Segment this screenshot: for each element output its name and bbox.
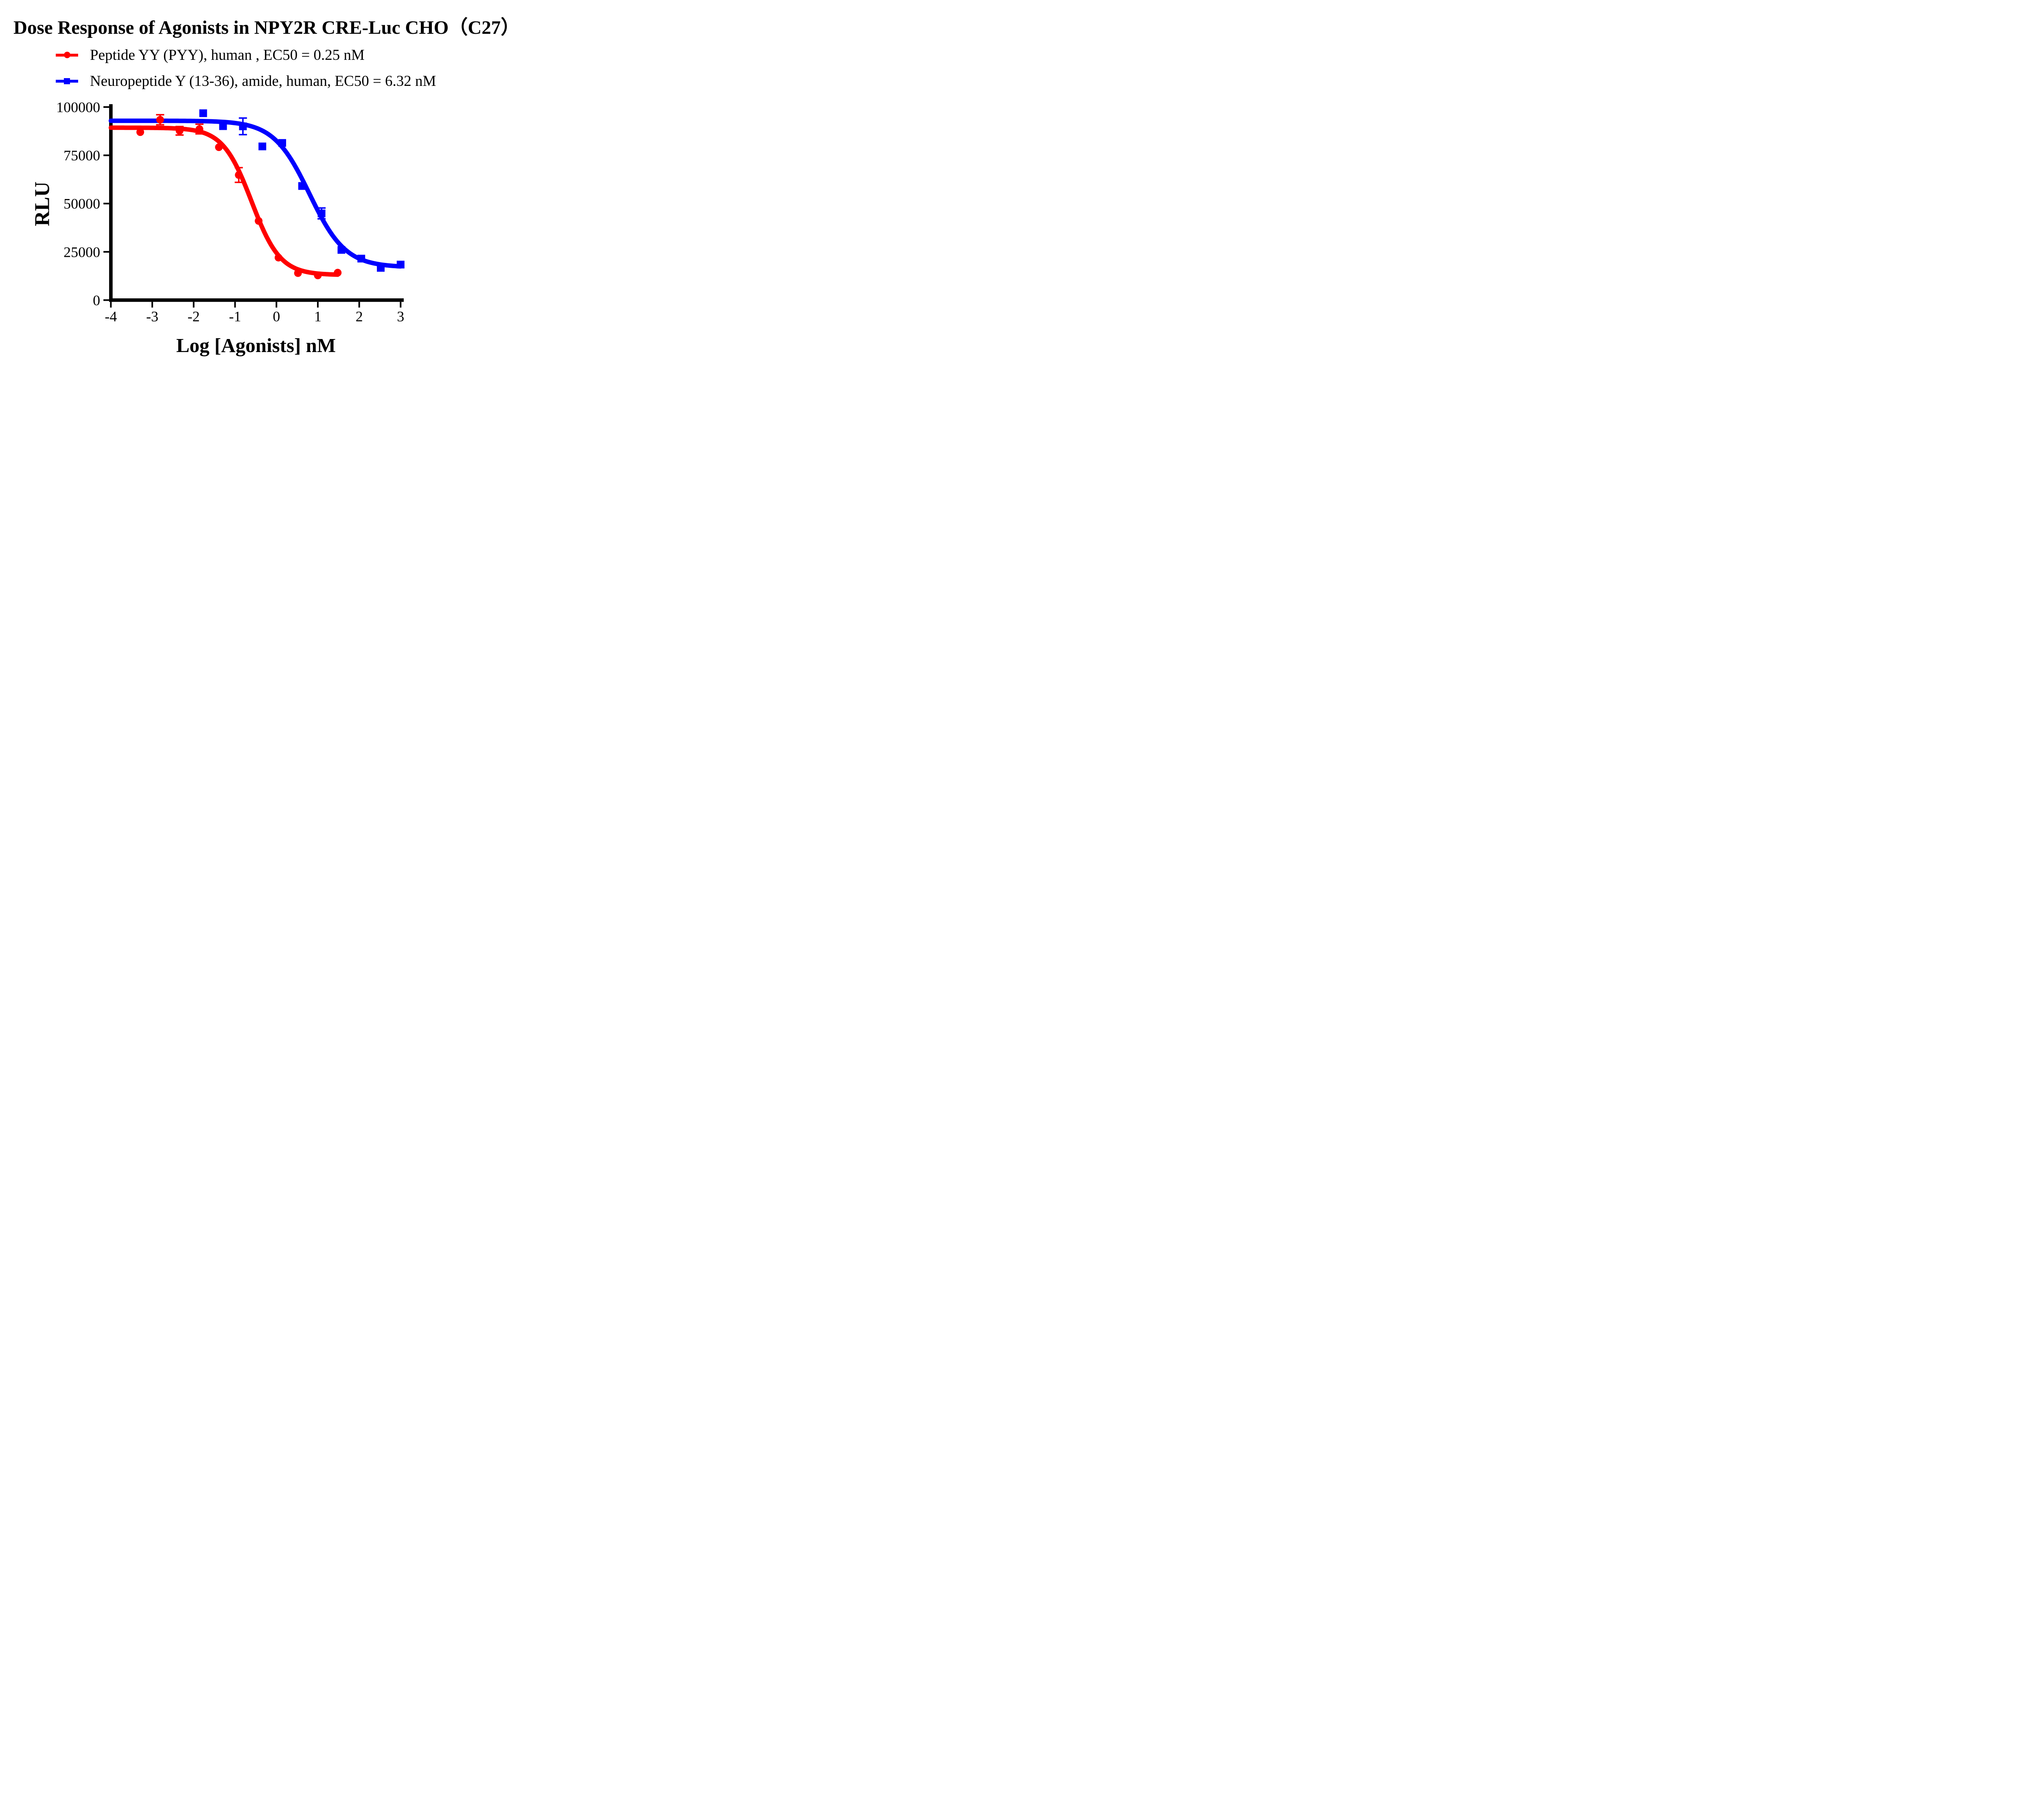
y-tick-label: 0	[93, 292, 100, 308]
data-point-circle	[274, 254, 282, 262]
y-tick	[103, 251, 109, 253]
data-point-circle	[314, 271, 322, 280]
x-tick-label: -2	[188, 308, 200, 325]
data-point-square	[219, 122, 227, 130]
y-axis-line	[109, 104, 113, 302]
y-tick	[103, 106, 109, 108]
data-point-circle	[334, 269, 342, 277]
data-point-square	[239, 122, 247, 130]
data-point-circle	[136, 128, 144, 136]
x-tick-label: -4	[105, 308, 117, 325]
x-axis-label: Log [Agonists] nM	[176, 334, 336, 357]
legend-marker-square-icon	[56, 77, 78, 85]
x-tick	[276, 302, 278, 308]
x-tick-label: 2	[356, 308, 363, 325]
x-tick	[317, 302, 319, 308]
chart-title: Dose Response of Agonists in NPY2R CRE-L…	[13, 17, 509, 38]
y-tick-label: 100000	[56, 99, 100, 116]
data-point-square	[317, 209, 326, 217]
fit-curve-0	[108, 125, 340, 277]
x-tick-label: 1	[314, 308, 322, 325]
data-point-circle	[294, 269, 302, 277]
x-tick-label: 0	[273, 308, 280, 325]
x-tick	[193, 302, 195, 308]
y-tick	[103, 299, 109, 301]
data-point-circle	[235, 171, 243, 179]
y-tick-label: 50000	[63, 196, 100, 212]
legend-item-pyy: Peptide YY (PYY), human , EC50 = 0.25 nM	[56, 47, 365, 63]
data-point-square	[278, 139, 286, 147]
dose-response-plot: 0 25000 50000 75000 100000 -4 -3 -2 -1 0 1 2 3	[56, 99, 405, 325]
x-tick	[151, 302, 153, 308]
x-tick	[358, 302, 360, 308]
x-tick-label: -1	[229, 308, 241, 325]
x-tick	[110, 302, 112, 308]
y-tick	[103, 203, 109, 205]
data-point-square	[258, 142, 267, 151]
y-tick-label: 25000	[63, 244, 100, 260]
y-tick-label: 75000	[63, 147, 100, 164]
data-point-circle	[215, 143, 223, 151]
legend-label-pyy: Peptide YY (PYY), human , EC50 = 0.25 nM	[90, 46, 365, 63]
fit-curve-1	[108, 118, 403, 269]
data-point-square	[357, 254, 365, 262]
x-tick-label: -3	[146, 308, 158, 325]
y-tick	[103, 154, 109, 156]
data-point-square	[396, 260, 405, 269]
data-point-square	[376, 264, 385, 272]
x-axis-line	[109, 298, 404, 302]
data-point-circle	[254, 217, 263, 225]
x-tick-label: 3	[397, 308, 404, 325]
data-point-circle	[175, 127, 184, 135]
data-point-square	[337, 246, 346, 254]
figure-root: Dose Response of Agonists in NPY2R CRE-L…	[0, 0, 509, 364]
data-point-circle	[156, 116, 164, 124]
legend-marker-circle-icon	[56, 51, 78, 59]
legend-label-npy: Neuropeptide Y (13-36), amide, human, EC…	[90, 72, 436, 90]
x-tick	[400, 302, 402, 308]
data-point-circle	[195, 125, 204, 133]
data-point-square	[298, 182, 306, 190]
x-tick	[234, 302, 236, 308]
data-point-square	[199, 109, 207, 117]
legend-item-npy: Neuropeptide Y (13-36), amide, human, EC…	[56, 72, 436, 90]
